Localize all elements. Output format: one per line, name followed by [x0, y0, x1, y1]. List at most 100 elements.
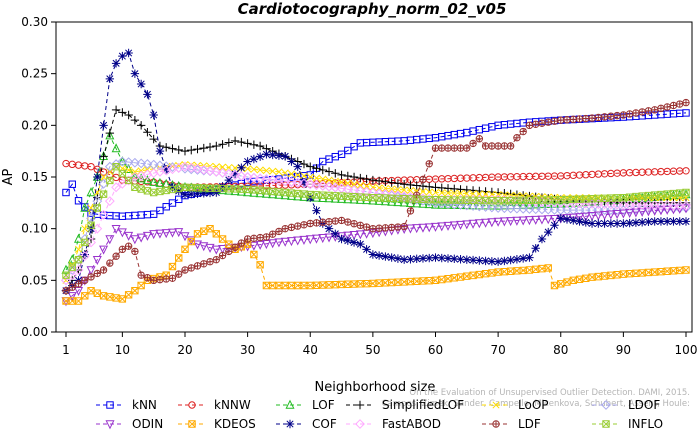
point-ldf — [231, 243, 239, 251]
point-cof — [168, 183, 177, 192]
y-axis-label: AP — [1, 168, 16, 185]
point-ldf — [519, 127, 527, 136]
point-ldf — [456, 144, 465, 152]
point-odin — [430, 222, 441, 232]
point-loop — [325, 176, 333, 184]
point-simplifiedlof — [99, 152, 108, 161]
point-ldf — [143, 274, 152, 282]
point-lof — [330, 193, 340, 203]
point-ldf — [682, 98, 690, 107]
point-loop — [287, 170, 296, 178]
point-simplifiedlof — [105, 128, 115, 138]
point-odin — [512, 216, 522, 226]
y-tick-label: 0.25 — [21, 67, 48, 81]
point-inflo — [638, 192, 646, 200]
legend-label-lof: LOF — [312, 398, 335, 412]
point-odin — [581, 212, 591, 222]
point-ldf — [362, 223, 371, 231]
point-ldf — [650, 106, 659, 114]
point-simplifiedlof — [374, 176, 384, 186]
point-cof — [500, 256, 509, 266]
point-kdeos — [187, 237, 195, 246]
point-kdeos — [594, 272, 603, 281]
point-ldof — [468, 201, 478, 211]
point-ldf — [268, 230, 277, 238]
point-ldf — [200, 260, 208, 268]
point-kdeos — [531, 265, 540, 274]
point-odin — [668, 205, 678, 215]
legend-label-fastabod: FastABOD — [382, 417, 441, 431]
point-ldf — [124, 242, 133, 250]
point-lof — [405, 197, 415, 207]
point-loop — [219, 163, 227, 171]
point-loop — [450, 189, 458, 197]
point-ldf — [563, 116, 571, 124]
y-tick-label: 0.20 — [21, 118, 48, 132]
point-simplifiedlof — [387, 178, 396, 187]
point-cof — [431, 253, 440, 262]
point-fastabod — [630, 200, 641, 211]
point-cof — [669, 217, 678, 226]
watermark-line-1: On the Evaluation of Unsupervised Outlie… — [409, 388, 690, 398]
x-tick-label: 1 — [62, 343, 70, 357]
point-cof — [525, 253, 534, 262]
point-loop — [269, 167, 277, 175]
point-simplifiedlof — [343, 171, 353, 181]
point-ldof — [486, 202, 497, 213]
point-simplifiedlof — [425, 182, 434, 191]
point-fastabod — [186, 162, 197, 173]
point-inflo — [68, 263, 76, 272]
point-ldf — [350, 220, 358, 228]
point-cof — [187, 189, 196, 199]
point-ldf — [181, 266, 189, 274]
point-odin — [593, 211, 603, 221]
point-fastabod — [198, 164, 209, 175]
point-odin — [249, 241, 259, 251]
point-kdeos — [488, 269, 496, 277]
point-simplifiedlof — [255, 141, 265, 151]
legend-marker-simplifiedlof — [355, 400, 365, 410]
point-ldf — [87, 273, 95, 281]
legend-item-fastabod: FastABOD — [346, 417, 441, 431]
point-kdeos — [181, 245, 189, 254]
point-simplifiedlof — [237, 137, 246, 147]
point-cof — [255, 152, 265, 161]
point-odin — [155, 229, 165, 239]
point-inflo — [93, 204, 102, 212]
point-cof — [493, 257, 503, 266]
point-lof — [142, 175, 152, 185]
point-simplifiedlof — [406, 180, 415, 190]
point-fastabod — [681, 201, 691, 211]
point-cof — [230, 169, 240, 179]
point-ldf — [74, 280, 83, 288]
point-simplifiedlof — [450, 184, 459, 194]
point-loop — [488, 190, 496, 198]
point-loop — [256, 166, 264, 174]
point-cof — [287, 157, 296, 166]
point-kdeos — [613, 271, 621, 279]
point-kdeos — [137, 281, 145, 290]
point-odin — [311, 234, 322, 244]
point-odin — [299, 235, 309, 245]
point-fastabod — [593, 199, 604, 209]
legend-label-inflo: INFLO — [628, 417, 663, 431]
point-lof — [261, 188, 271, 198]
point-cof — [644, 217, 653, 227]
point-odin — [205, 243, 215, 253]
point-loop — [350, 180, 358, 188]
point-simplifiedlof — [312, 164, 321, 173]
point-cof — [324, 224, 334, 233]
point-ldf — [300, 221, 308, 229]
point-simplifiedlof — [362, 174, 371, 184]
point-knn — [68, 180, 76, 188]
point-ldf — [544, 118, 552, 126]
point-kdeos — [582, 274, 590, 282]
point-fastabod — [236, 171, 247, 181]
point-ldf — [531, 120, 540, 128]
point-ldf — [538, 119, 546, 127]
legend-label-knnw: kNNW — [214, 398, 251, 412]
legend-marker-inflo — [602, 420, 610, 428]
point-cof — [625, 218, 634, 228]
point-odin — [437, 222, 447, 232]
point-kdeos — [469, 271, 477, 280]
